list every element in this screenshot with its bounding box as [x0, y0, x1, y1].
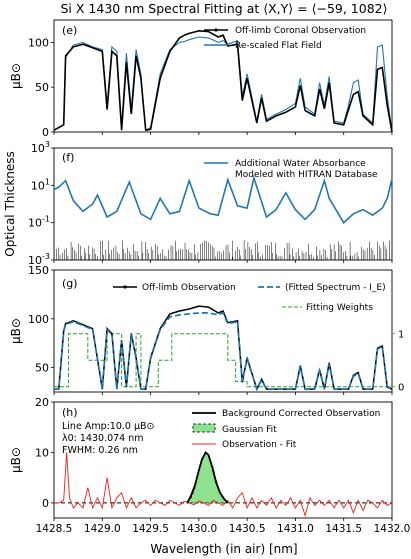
panel-e: 0 50 100 μB⊙ (e) Off-limb Coronal Observation…	[9, 19, 393, 139]
y-tick-label: 50	[35, 362, 49, 375]
observation-line	[53, 29, 393, 133]
y-tick-label: 0	[42, 497, 49, 510]
panel-label: (h)	[62, 406, 78, 419]
y-axis-label: Optical Thickness	[3, 151, 17, 257]
y-tick-label: 10-1	[28, 215, 50, 230]
plot-frame	[53, 19, 393, 133]
legend-marker-observation	[123, 285, 127, 289]
water-absorbance-line	[53, 174, 393, 224]
legend-label-water-line1: Additional Water Absorbance	[235, 159, 366, 169]
y-axis-label: μB⊙	[9, 63, 23, 89]
legend-label-residual: Observation - Fit	[222, 440, 297, 450]
panel-g: 50 100 150 0 1 μB⊙ (g) Off-limb Observation (Fit…	[9, 264, 404, 395]
y-tick-label: 0	[42, 126, 49, 139]
plot-frame	[53, 147, 393, 261]
legend-label-weights: Fitting Weights	[306, 303, 373, 313]
x-tick-label: 1431.0	[277, 523, 314, 535]
y-tick-label: 10	[35, 446, 49, 459]
background-corrected-line	[186, 450, 229, 504]
y-tick-label: 101	[31, 177, 50, 192]
x-tick-label: 1428.5	[36, 523, 73, 535]
annotation-line-amp: Line Amp:10.0 μB⊙	[62, 421, 155, 432]
observation-line	[54, 305, 393, 392]
fitted-spectrum-line	[54, 311, 393, 392]
panel-label: (e)	[62, 24, 77, 37]
fitting-weights-line	[54, 333, 392, 388]
panel-f: 10-3 10-1 101 103 Optical Thickness (f) Additi…	[3, 140, 393, 267]
y-axis-label: μB⊙	[9, 447, 23, 473]
panel-label: (f)	[62, 151, 74, 164]
y-tick-label: 150	[28, 264, 49, 277]
legend-label-observation: Off-limb Observation	[142, 283, 236, 293]
legend-label-corrected: Background Corrected Observation	[222, 409, 380, 419]
x-tick-label: 1430.5	[229, 523, 266, 535]
legend-swatch-gaussian	[192, 423, 216, 433]
figure-title: Si X 1430 nm Spectral Fitting at ⟨X,Y⟩ =…	[61, 1, 388, 16]
y-tick-label: 100	[28, 36, 49, 49]
panel-label: (g)	[62, 277, 78, 290]
x-tick-label: 1430.0	[180, 523, 217, 535]
y-tick-label: 10-3	[28, 252, 50, 267]
legend-label-water-line2: Modeled with HITRAN Database	[235, 170, 378, 180]
legend-marker-observation	[214, 28, 218, 32]
x-axis-label: Wavelength (in air) [nm]	[150, 542, 297, 556]
residual-line	[54, 452, 393, 518]
panel-h: 1428.5 1429.0 1429.5 1430.0 1430.5 1431.0 1431…	[9, 396, 410, 535]
x-tick-label: 1429.0	[84, 523, 121, 535]
y-axis-label: μB⊙	[9, 318, 23, 344]
y2-tick-label: 1	[398, 330, 404, 341]
y-tick-label: 50	[35, 81, 49, 94]
x-tick-label: 1431.5	[325, 523, 362, 535]
x-tick-label: 1429.5	[132, 523, 169, 535]
legend-label-observation: Off-limb Coronal Observation	[235, 26, 366, 36]
annotation-lambda: λ0: 1430.074 nm	[62, 433, 144, 444]
y2-tick-label: 0	[398, 383, 404, 394]
y-tick-label: 20	[35, 396, 49, 409]
y-tick-label: 100	[28, 313, 49, 326]
plot-frame	[53, 269, 393, 393]
plot-frame	[53, 401, 393, 519]
legend-label-gaussian: Gaussian Fit	[222, 425, 277, 435]
y-tick-label: 103	[31, 140, 50, 155]
legend-label-flat: Re-scaled Flat Field	[235, 41, 322, 51]
legend-label-fit: (Fitted Spectrum - I_E)	[285, 283, 386, 293]
x-tick-label: 1432.0	[374, 523, 411, 535]
annotation-fwhm: FWHM: 0.26 nm	[62, 445, 138, 456]
